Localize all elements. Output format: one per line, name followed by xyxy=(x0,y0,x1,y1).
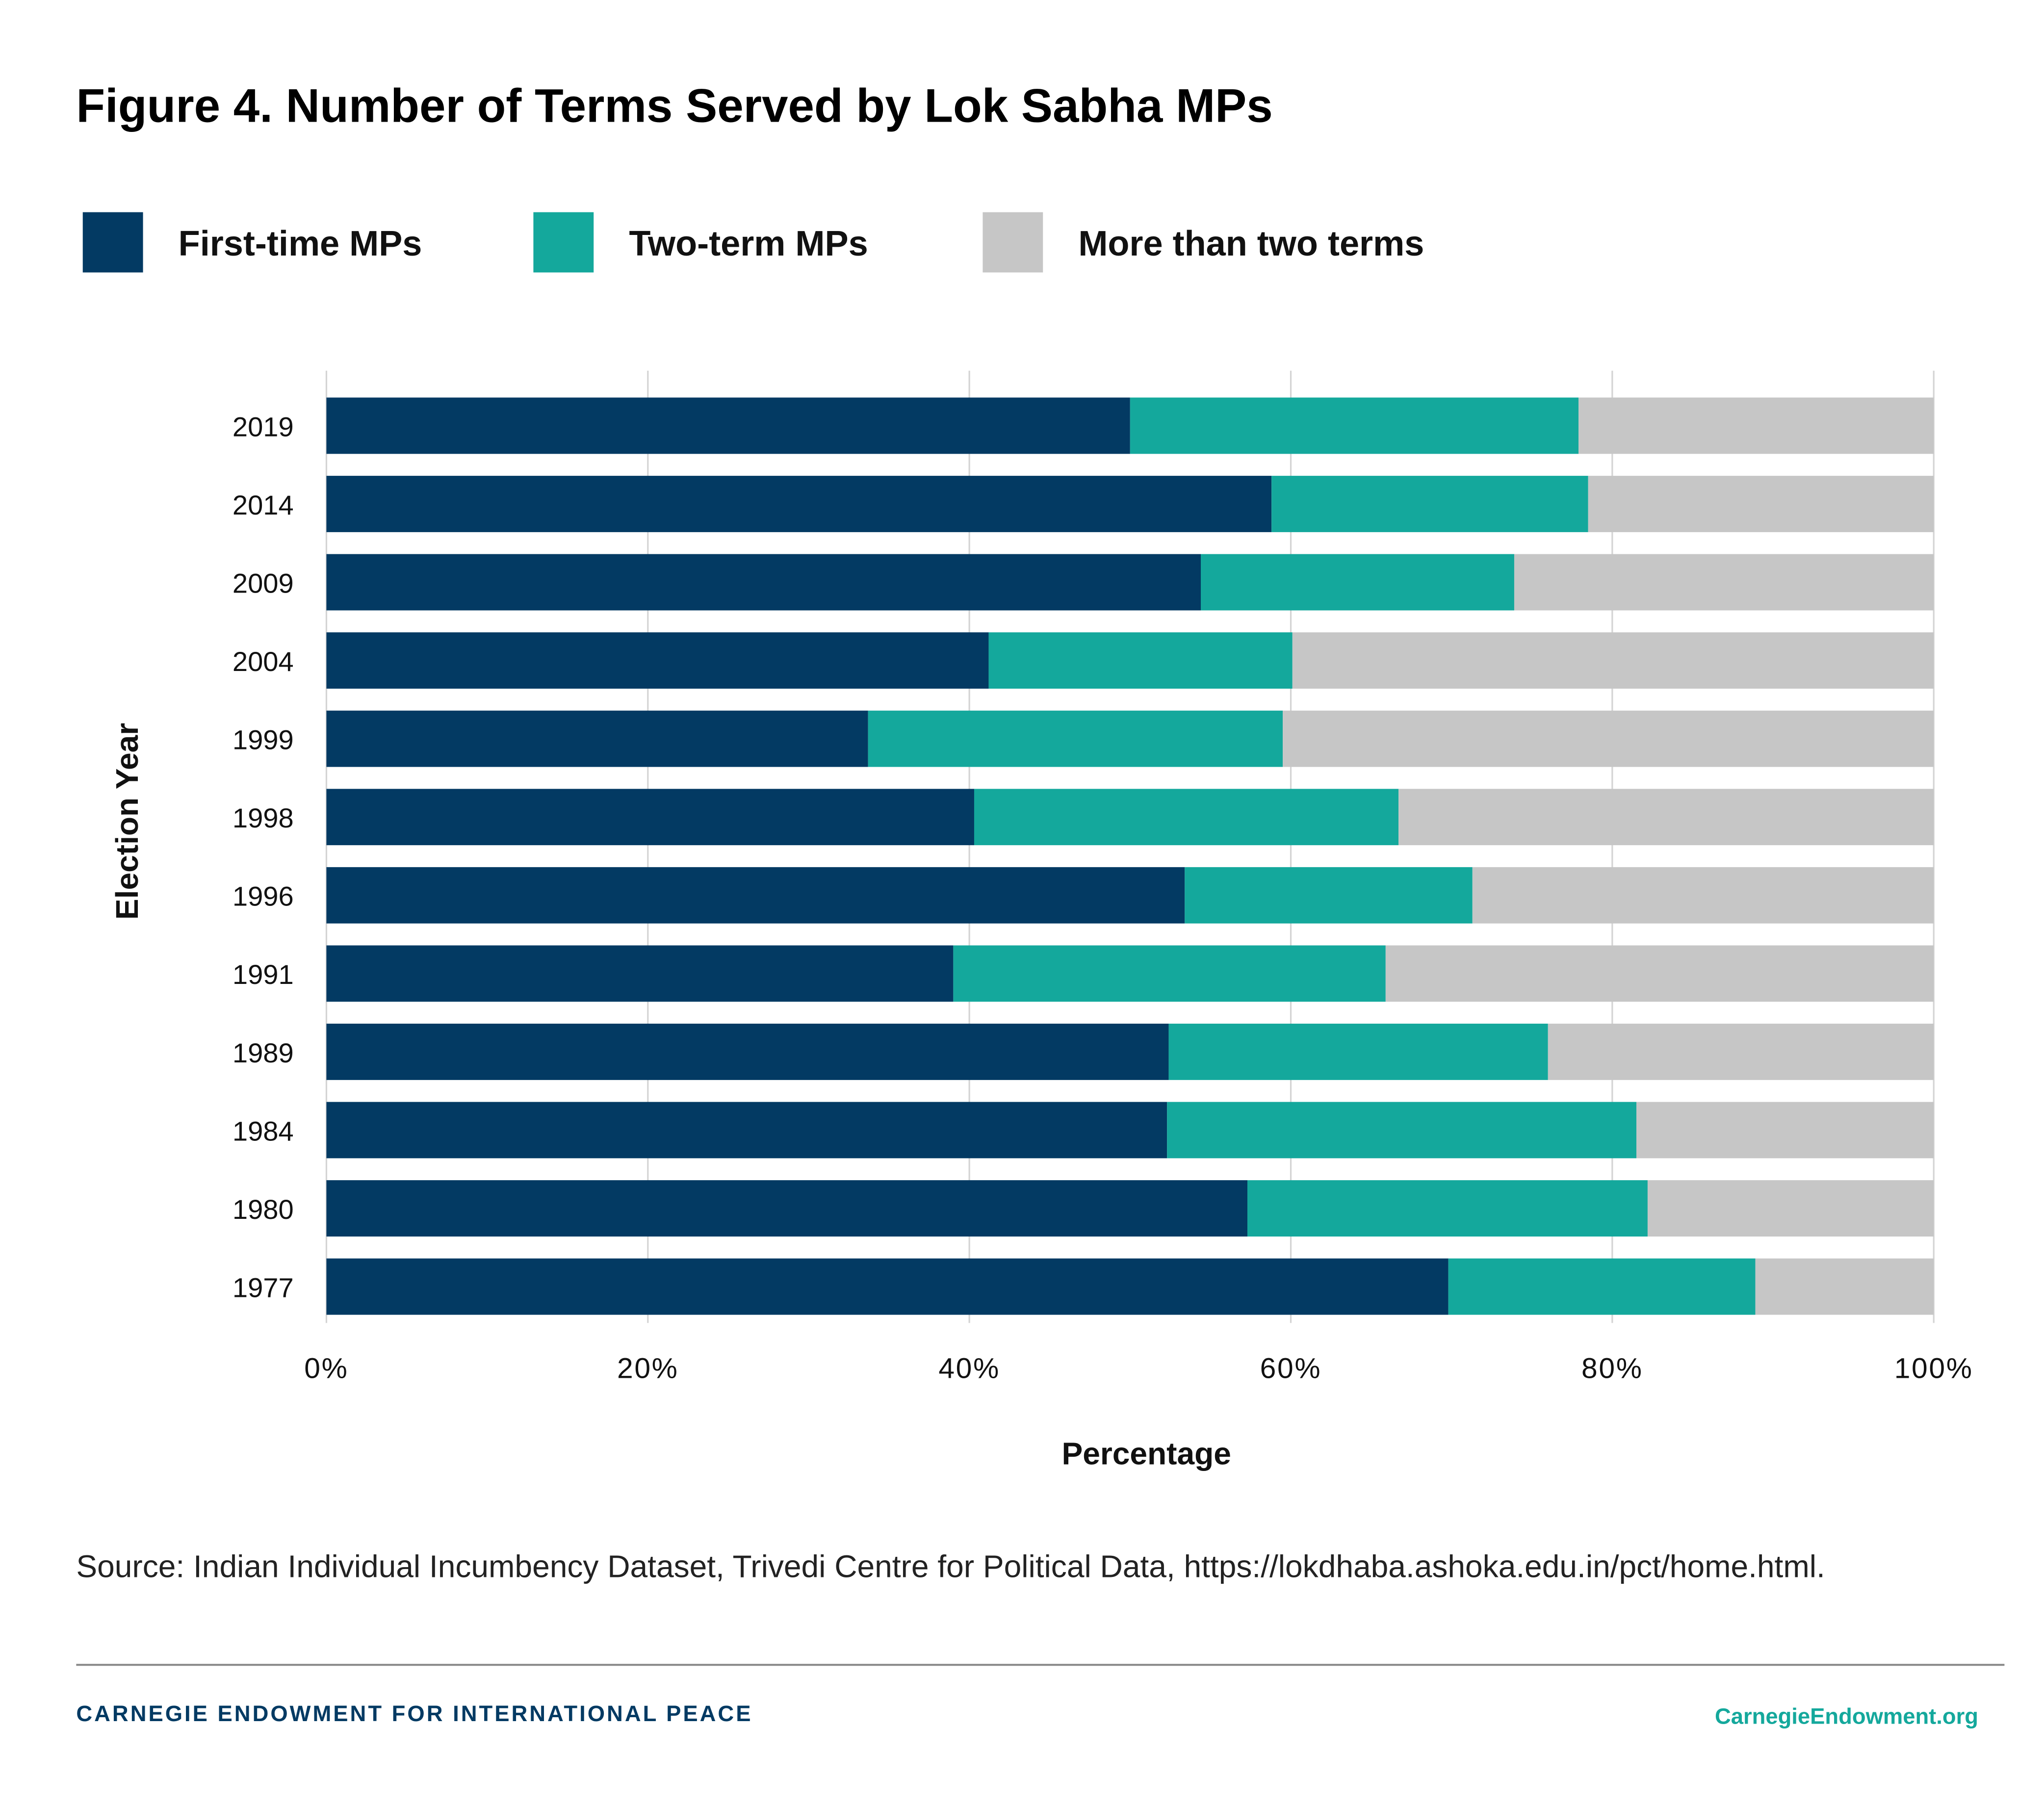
x-tick-label: 20% xyxy=(617,1352,679,1384)
source-note: Source: Indian Individual Incumbency Dat… xyxy=(76,1548,1825,1584)
bar-1991-first-time-mps xyxy=(326,945,954,1002)
bar-2014-two-term-mps xyxy=(1271,476,1588,532)
bar-1984-two-term-mps xyxy=(1167,1102,1636,1159)
x-tick-label: 40% xyxy=(938,1352,1000,1384)
y-tick-label: 2019 xyxy=(233,411,294,442)
y-tick-label: 2009 xyxy=(233,567,294,598)
y-tick-label: 1984 xyxy=(233,1115,294,1146)
bar-2019-more-than-two-terms xyxy=(1578,397,1934,454)
footer-website[interactable]: CarnegieEndowment.org xyxy=(1715,1703,1978,1728)
bar-1977-first-time-mps xyxy=(326,1258,1449,1315)
bar-2014-first-time-mps xyxy=(326,476,1272,532)
bar-2009-first-time-mps xyxy=(326,554,1201,611)
legend-swatch xyxy=(983,212,1043,273)
chart-title: Figure 4. Number of Terms Served by Lok … xyxy=(76,79,1272,132)
bar-1991-more-than-two-terms xyxy=(1385,945,1934,1002)
bar-1991-two-term-mps xyxy=(953,945,1386,1002)
y-tick-label: 1989 xyxy=(233,1037,294,1068)
bar-1980-two-term-mps xyxy=(1247,1180,1648,1237)
bar-1998-first-time-mps xyxy=(326,789,974,846)
bar-1989-two-term-mps xyxy=(1168,1024,1548,1080)
y-tick-label: 1977 xyxy=(233,1272,294,1303)
legend-swatch xyxy=(533,212,594,273)
x-tick-label: 100% xyxy=(1894,1352,1973,1384)
legend-label: More than two terms xyxy=(1078,224,1424,263)
legend-label: First-time MPs xyxy=(179,224,422,263)
bar-2014-more-than-two-terms xyxy=(1588,476,1934,532)
bar-1996-first-time-mps xyxy=(326,867,1185,924)
bar-1977-two-term-mps xyxy=(1448,1258,1756,1315)
x-axis-ticks: 0% 20% 40% 60% 80% 100% xyxy=(304,1352,1973,1384)
bar-2004-more-than-two-terms xyxy=(1292,632,1934,689)
bar-2019-two-term-mps xyxy=(1130,397,1579,454)
bar-1996-more-than-two-terms xyxy=(1472,867,1934,924)
bars xyxy=(326,397,1934,1315)
bar-2004-first-time-mps xyxy=(326,632,989,689)
bar-1998-two-term-mps xyxy=(974,789,1399,846)
y-tick-label: 2014 xyxy=(233,490,294,520)
y-tick-label: 1996 xyxy=(233,881,294,912)
bar-2009-two-term-mps xyxy=(1200,554,1514,611)
y-tick-label: 2004 xyxy=(233,646,294,677)
bar-1984-more-than-two-terms xyxy=(1636,1102,1934,1159)
bar-1999-more-than-two-terms xyxy=(1283,710,1934,767)
x-tick-label: 0% xyxy=(304,1352,348,1384)
bar-1989-more-than-two-terms xyxy=(1548,1024,1934,1080)
y-axis-ticks: 2019 2014 2009 2004 1999 1998 1996 1991 1989 1984… xyxy=(233,411,294,1303)
y-tick-label: 1980 xyxy=(233,1194,294,1225)
bar-1980-first-time-mps xyxy=(326,1180,1248,1237)
bar-1989-first-time-mps xyxy=(326,1024,1169,1080)
bar-1999-two-term-mps xyxy=(868,710,1283,767)
bar-1984-first-time-mps xyxy=(326,1102,1167,1159)
bar-2009-more-than-two-terms xyxy=(1514,554,1934,611)
y-tick-label: 1998 xyxy=(233,802,294,833)
bar-2004-two-term-mps xyxy=(988,632,1293,689)
bar-1977-more-than-two-terms xyxy=(1755,1258,1934,1315)
y-axis-label: Election Year xyxy=(109,723,145,920)
y-tick-label: 1991 xyxy=(233,959,294,990)
bar-2019-first-time-mps xyxy=(326,397,1130,454)
x-tick-label: 60% xyxy=(1260,1352,1322,1384)
legend: First-time MPs Two-term MPs More than two … xyxy=(82,212,1424,273)
bar-1996-two-term-mps xyxy=(1185,867,1473,924)
bar-1999-first-time-mps xyxy=(326,710,868,767)
legend-swatch xyxy=(82,212,143,273)
y-tick-label: 1999 xyxy=(233,724,294,755)
bar-1980-more-than-two-terms xyxy=(1647,1180,1934,1237)
x-axis-label: Percentage xyxy=(1061,1436,1231,1471)
legend-label: Two-term MPs xyxy=(629,224,868,263)
footer-organization: CARNEGIE ENDOWMENT FOR INTERNATIONAL PEA… xyxy=(76,1701,752,1726)
bar-1998-more-than-two-terms xyxy=(1398,789,1934,846)
x-tick-label: 80% xyxy=(1581,1352,1643,1384)
